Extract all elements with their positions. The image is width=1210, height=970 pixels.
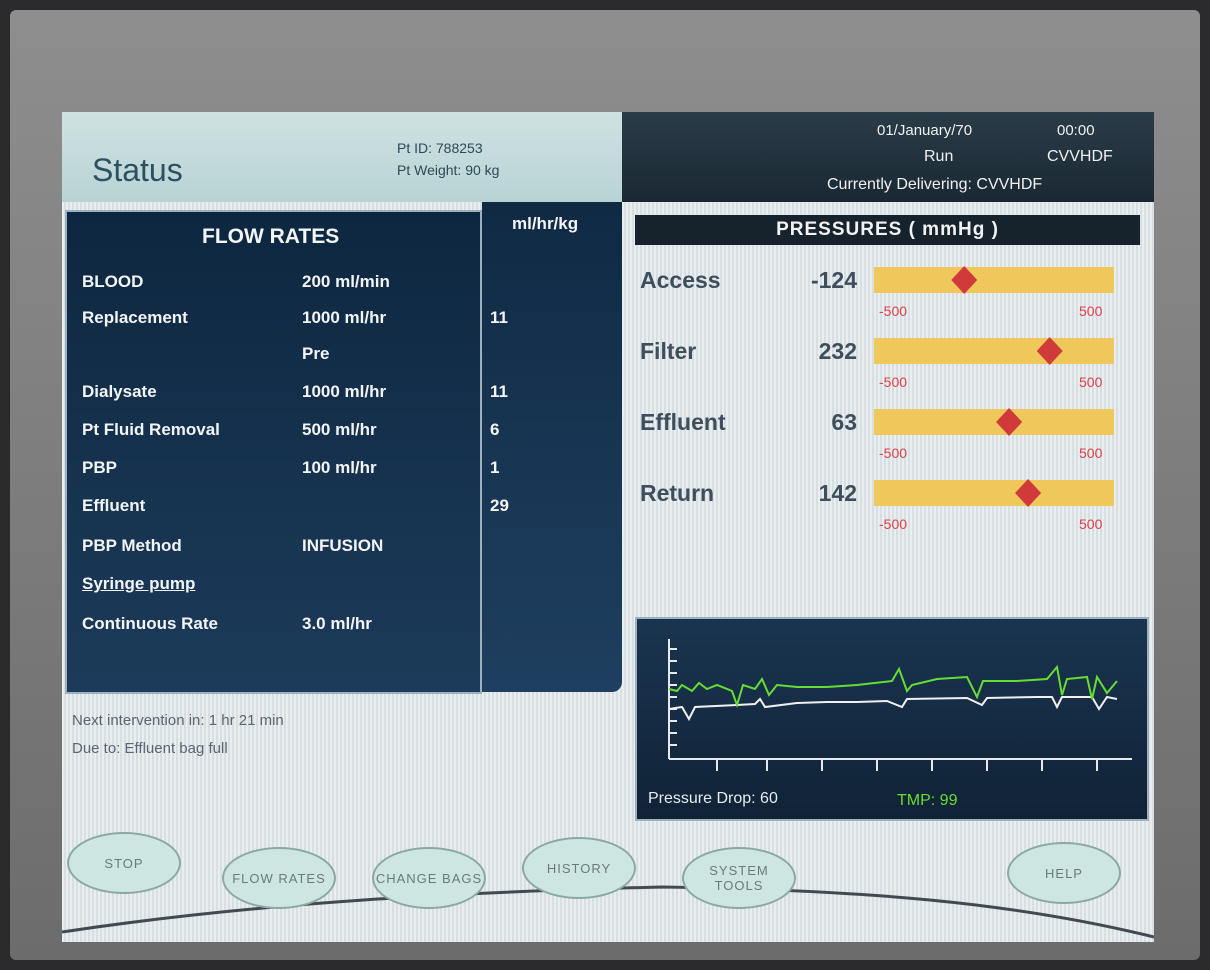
next-intervention: Next intervention in: 1 hr 21 min [72,712,284,729]
pressure-value: 63 [777,409,857,436]
pressure-max: 500 [1079,516,1102,532]
flow-value: 100 ml/hr [302,458,377,478]
flow-value: 200 ml/min [302,272,390,292]
flow-value: 3.0 ml/hr [302,614,372,634]
page-title: Status [92,152,183,189]
flow-label: BLOOD [82,272,143,292]
tmp: TMP: 99 [897,792,957,810]
device-photo: Status Pt ID: 788253 Pt Weight: 90 kg 01… [0,0,1210,970]
flow-value: 500 ml/hr [302,420,377,440]
pressure-name: Access [640,267,721,294]
currently-delivering: Currently Delivering: CVVHDF [827,176,1042,194]
patient-weight: Pt Weight: 90 kg [397,162,499,178]
flow-value: 1000 ml/hr [302,308,386,328]
pressure-bar [874,338,1114,364]
therapy-mode: CVVHDF [1047,148,1113,166]
pressure-name: Filter [640,338,696,365]
flow-label: Pt Fluid Removal [82,420,220,440]
flow-value: INFUSION [302,536,383,556]
flow-per-kg: 29 [490,496,509,516]
flow-label: Effluent [82,496,145,516]
flow-label: PBP [82,458,117,478]
pressures-title: PRESSURES ( mmHg ) [635,215,1140,245]
pressure-value: -124 [777,267,857,294]
pressure-max: 500 [1079,445,1102,461]
flow-per-kg: 11 [490,308,508,328]
pressure-min: -500 [879,303,907,319]
unit-header: ml/hr/kg [512,214,578,234]
nav-button[interactable]: STOP [67,832,181,894]
flow-label: Dialysate [82,382,157,402]
flow-label: PBP Method [82,536,182,556]
nav-button[interactable]: CHANGE BAGS [372,847,486,909]
pressure-max: 500 [1079,303,1102,319]
pressure-bar [874,267,1114,293]
nav-button[interactable]: HELP [1007,842,1121,904]
patient-id: Pt ID: 788253 [397,140,483,156]
flow-per-kg: 6 [490,420,499,440]
pressure-min: -500 [879,445,907,461]
per-kg-column [482,202,622,692]
screen: Status Pt ID: 788253 Pt Weight: 90 kg 01… [62,112,1154,942]
pressure-bar [874,480,1114,506]
trend-graph [637,619,1147,819]
pressure-min: -500 [879,374,907,390]
flow-label: Continuous Rate [82,614,218,634]
intervention-reason: Due to: Effluent bag full [72,740,228,757]
flow-value: Pre [302,344,329,364]
time: 00:00 [1057,122,1095,139]
pressure-drop: Pressure Drop: 60 [648,790,778,808]
nav-button[interactable]: FLOW RATES [222,847,336,909]
flow-per-kg: 11 [490,382,508,402]
pressure-bar [874,409,1114,435]
flow-value: 1000 ml/hr [302,382,386,402]
flow-rates-title: FLOW RATES [202,225,339,249]
pressure-name: Return [640,480,714,507]
pressure-min: -500 [879,516,907,532]
run-state: Run [924,148,953,166]
pressure-name: Effluent [640,409,726,436]
flow-label: Replacement [82,308,188,328]
flow-label: Syringe pump [82,574,195,594]
date: 01/January/70 [877,122,972,139]
pressure-value: 142 [777,480,857,507]
nav-button[interactable]: HISTORY [522,837,636,899]
flow-per-kg: 1 [490,458,499,478]
pressure-value: 232 [777,338,857,365]
nav-button[interactable]: SYSTEM TOOLS [682,847,796,909]
pressure-max: 500 [1079,374,1102,390]
